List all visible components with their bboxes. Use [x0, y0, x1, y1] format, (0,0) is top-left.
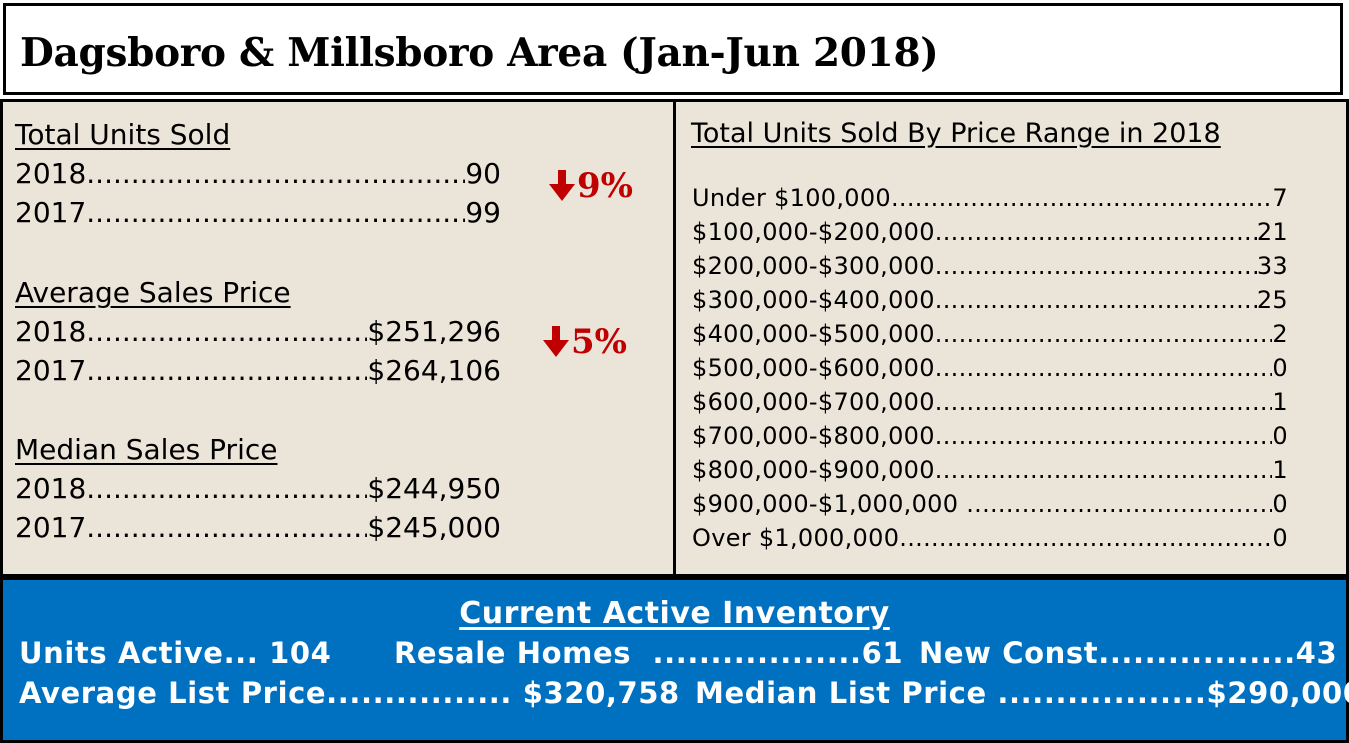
average-list-price: Average List Price................ $320,…: [19, 676, 680, 710]
median-sales-price-heading: Median Sales Price: [15, 433, 278, 466]
total-units-sold-heading: Total Units Sold: [15, 118, 231, 151]
range-label: $700,000-$800,000: [692, 422, 935, 450]
range-label: Over $1,000,000: [692, 524, 900, 552]
down-arrow-icon: [549, 170, 575, 201]
range-units: 21: [1256, 218, 1288, 246]
units-change-indicator: 9%: [549, 166, 633, 206]
price-range-row: $400,000-$500,000 2: [692, 320, 1288, 348]
year-label: 2017: [15, 196, 87, 229]
avg-price-2018-row: 2018 $251,296: [15, 315, 501, 348]
avg-price-change-value: 5%: [571, 322, 627, 362]
range-label: $800,000-$900,000: [692, 456, 935, 484]
range-units: 1: [1272, 456, 1288, 484]
median-price-2017-row: 2017 $245,000: [15, 511, 501, 544]
price-range-row: Over $1,000,000 0: [692, 524, 1288, 552]
range-units: 1: [1272, 388, 1288, 416]
leader-dots: [935, 218, 1257, 246]
leader-dots: [86, 472, 367, 505]
price-range-row: Under $100,000 7: [692, 184, 1288, 212]
leader-dots: [935, 388, 1273, 416]
year-label: 2018: [15, 157, 87, 190]
down-arrow-icon: [543, 326, 569, 357]
range-units: 33: [1256, 252, 1288, 280]
price-value: $264,106: [367, 354, 501, 387]
price-range-row: $900,000-$1,000,000 0: [692, 490, 1288, 518]
price-range-row: $100,000-$200,000 21: [692, 218, 1288, 246]
price-range-heading: Total Units Sold By Price Range in 2018: [691, 118, 1221, 149]
median-list-price: Median List Price ..................$290…: [695, 676, 1349, 710]
price-range-row: $500,000-$600,000 0: [692, 354, 1288, 382]
units-value: 90: [465, 157, 501, 190]
leader-dots: [935, 320, 1273, 348]
leader-dots: [899, 524, 1272, 552]
leader-dots: [935, 422, 1273, 450]
leader-dots: [935, 354, 1273, 382]
range-units: 0: [1272, 490, 1288, 518]
range-units: 25: [1256, 286, 1288, 314]
price-range-row: $800,000-$900,000 1: [692, 456, 1288, 484]
resale-homes: Resale Homes ..................61: [394, 636, 904, 670]
range-label: $100,000-$200,000: [692, 218, 935, 246]
units-value: 99: [465, 196, 501, 229]
range-label: $500,000-$600,000: [692, 354, 935, 382]
price-value: $251,296: [367, 315, 501, 348]
range-label: $300,000-$400,000: [692, 286, 935, 314]
range-units: 7: [1272, 184, 1288, 212]
price-value: $245,000: [367, 511, 501, 544]
leader-dots: [935, 286, 1257, 314]
average-sales-price-heading: Average Sales Price: [15, 276, 291, 309]
leader-dots: [86, 511, 367, 544]
leader-dots: [891, 184, 1272, 212]
price-range-row: $300,000-$400,000 25: [692, 286, 1288, 314]
units-change-value: 9%: [577, 166, 633, 206]
leader-dots: [86, 196, 465, 229]
leader-dots: [935, 252, 1257, 280]
inventory-heading: Current Active Inventory: [459, 596, 890, 631]
price-range-row: $600,000-$700,000 1: [692, 388, 1288, 416]
range-units: 2: [1272, 320, 1288, 348]
range-units: 0: [1272, 524, 1288, 552]
leader-dots: [86, 315, 367, 348]
leader-dots: [86, 157, 465, 190]
range-label: Under $100,000: [692, 184, 891, 212]
units-active: Units Active... 104: [19, 636, 332, 670]
range-units: 0: [1272, 422, 1288, 450]
page-title: Dagsboro & Millsboro Area (Jan-Jun 2018): [20, 30, 939, 76]
year-label: 2018: [15, 315, 87, 348]
price-range-row: $200,000-$300,000 33: [692, 252, 1288, 280]
price-value: $244,950: [367, 472, 501, 505]
range-label: $900,000-$1,000,000: [692, 490, 967, 518]
price-range-row: $700,000-$800,000 0: [692, 422, 1288, 450]
range-units: 0: [1272, 354, 1288, 382]
active-inventory-panel: Current Active Inventory Units Active...…: [0, 577, 1349, 743]
range-label: $200,000-$300,000: [692, 252, 935, 280]
total-units-2018-row: 2018 90: [15, 157, 501, 190]
avg-price-change-indicator: 5%: [543, 322, 627, 362]
range-label: $600,000-$700,000: [692, 388, 935, 416]
range-label: $400,000-$500,000: [692, 320, 935, 348]
year-label: 2017: [15, 354, 87, 387]
leader-dots: [966, 490, 1272, 518]
leader-dots: [935, 456, 1273, 484]
new-construction: New Const.................43: [919, 636, 1338, 670]
title-box: Dagsboro & Millsboro Area (Jan-Jun 2018): [3, 3, 1343, 95]
year-label: 2018: [15, 472, 87, 505]
sales-summary-panel: Total Units Sold 2018 90 2017 99 9% Aver…: [0, 99, 676, 577]
total-units-2017-row: 2017 99: [15, 196, 501, 229]
year-label: 2017: [15, 511, 87, 544]
leader-dots: [86, 354, 367, 387]
median-price-2018-row: 2018 $244,950: [15, 472, 501, 505]
price-range-panel: Total Units Sold By Price Range in 2018 …: [673, 99, 1349, 577]
avg-price-2017-row: 2017 $264,106: [15, 354, 501, 387]
